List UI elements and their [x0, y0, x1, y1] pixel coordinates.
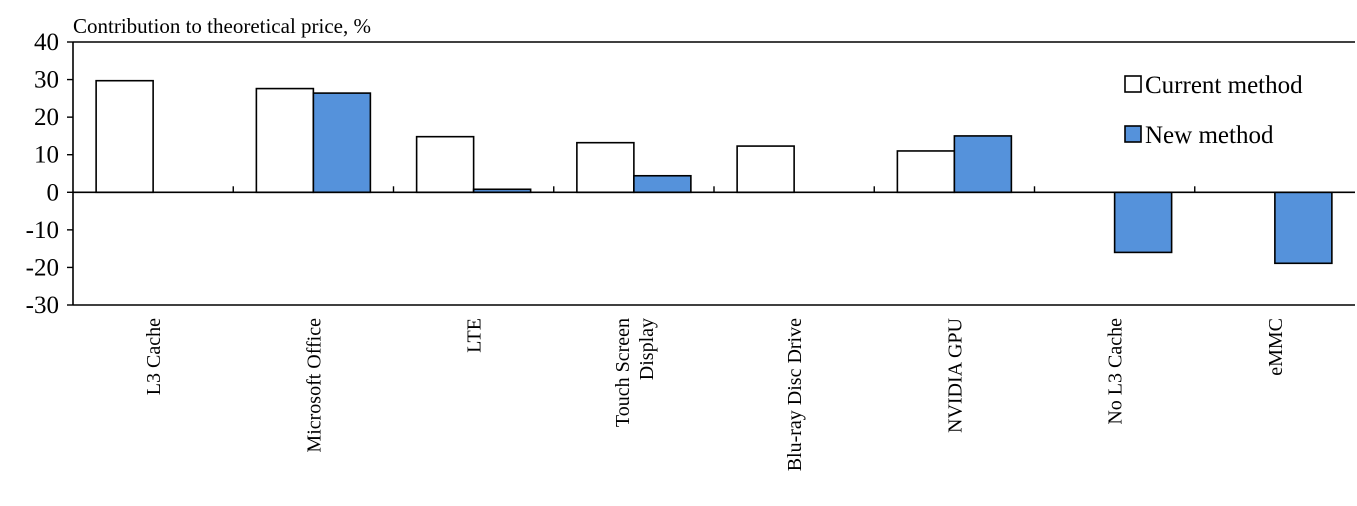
y-tick-label: 30	[34, 67, 59, 94]
x-tick-label: LTE	[464, 318, 486, 353]
y-axis-ticks: 40 30 20 10 0 -10 -20 -30	[26, 29, 59, 319]
x-tick-label: eMMC	[1265, 318, 1287, 376]
y-tick-label: -10	[26, 217, 59, 244]
x-tick-label: NVIDIA GPU	[944, 317, 966, 433]
x-axis-labels: L3 Cache Microsoft Office LTE Touch Screen D…	[143, 317, 1287, 471]
x-tick-label: Touch Screen	[612, 318, 634, 427]
legend-label: Current method	[1145, 72, 1303, 99]
bar-current-method	[95, 79, 154, 194]
x-tick-label: L3 Cache	[143, 318, 165, 395]
y-tick-label: -30	[26, 292, 59, 319]
bars	[95, 79, 1333, 265]
x-tick-label: Microsoft Office	[303, 318, 325, 453]
bar-new-method	[633, 174, 692, 194]
bar-new-method	[1274, 191, 1333, 265]
bar-new-method	[1113, 191, 1173, 254]
y-tick-label: 0	[47, 179, 60, 206]
y-tick-label: 20	[34, 104, 59, 131]
y-tick-label: 40	[34, 29, 59, 56]
bar-current-method	[415, 135, 475, 194]
bar-new-method	[312, 92, 372, 194]
legend-label: New method	[1145, 122, 1274, 149]
y-tick-label: -20	[26, 254, 59, 281]
axes	[67, 41, 1355, 306]
bar-current-method	[576, 141, 635, 194]
bar-current-method	[736, 145, 795, 194]
chart-title: Contribution to theoretical price, %	[73, 14, 371, 38]
x-tick-label: Blu-ray Disc Drive	[784, 318, 806, 471]
legend: Current method New method	[1124, 72, 1303, 149]
legend-swatch	[1124, 75, 1142, 93]
y-tick-label: 10	[34, 142, 59, 169]
x-tick-label: No L3 Cache	[1105, 318, 1127, 425]
bar-current-method	[896, 150, 956, 194]
bar-current-method	[255, 87, 315, 194]
legend-swatch	[1124, 125, 1142, 143]
x-tick-label: Display	[636, 318, 658, 380]
bar-new-method	[953, 135, 1013, 194]
